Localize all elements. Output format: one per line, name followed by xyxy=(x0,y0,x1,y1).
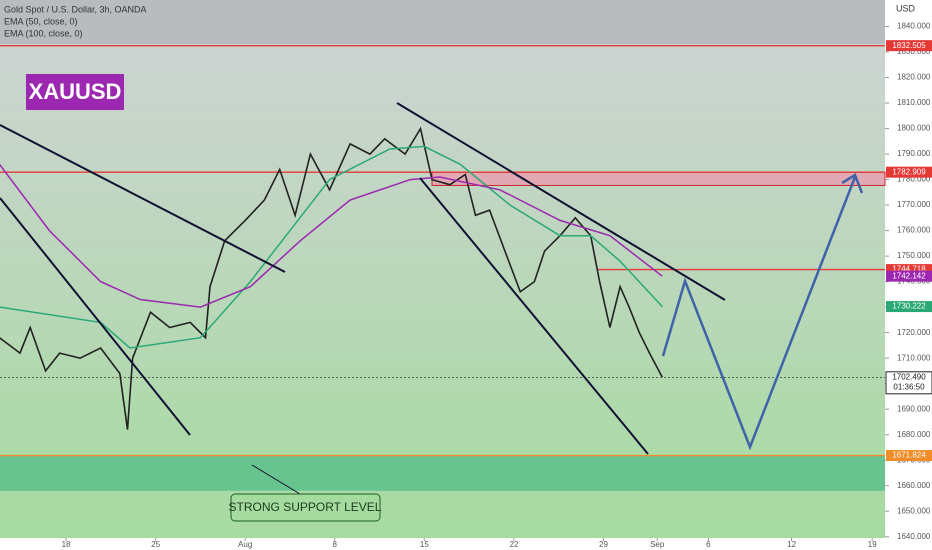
price-tag-label: 1832.505 xyxy=(892,41,926,50)
price-tag xyxy=(886,270,932,282)
price-tag-label: 1702.490 xyxy=(892,372,926,381)
y-tick-label: 1820.000 xyxy=(897,73,931,82)
trendline xyxy=(396,102,726,301)
y-tick-label: 1840.000 xyxy=(897,22,931,31)
countdown-label: 01:36:50 xyxy=(893,382,925,391)
price-tag xyxy=(886,40,932,52)
y-tick-label: 1750.000 xyxy=(897,251,931,260)
legend-ema50: EMA (50, close, 0) xyxy=(4,16,78,26)
price-tag-label: 1671.824 xyxy=(892,451,926,460)
trendline xyxy=(419,177,649,455)
x-tick-label: 22 xyxy=(509,540,518,549)
y-tick-label: 1800.000 xyxy=(897,124,931,133)
y-tick-label: 1720.000 xyxy=(897,328,931,337)
projection-arrow xyxy=(841,173,864,194)
time-axis xyxy=(0,538,885,550)
price-tag xyxy=(885,371,932,395)
annotation-box xyxy=(230,493,381,522)
x-tick-label: Aug xyxy=(238,540,252,549)
legend-ema100: EMA (100, close, 0) xyxy=(4,28,83,38)
symbol-badge xyxy=(26,74,124,110)
price-tag-label: 1730.222 xyxy=(892,302,926,311)
y-tick-label: 1810.000 xyxy=(897,98,931,107)
x-tick-label: 18 xyxy=(62,540,71,549)
y-tick-label: 1660.000 xyxy=(897,481,931,490)
y-tick-label: 1650.000 xyxy=(897,506,931,515)
y-tick-label: 1780.000 xyxy=(897,175,931,184)
trendlines xyxy=(0,102,726,495)
y-tick-label: 1760.000 xyxy=(897,226,931,235)
y-tick-label: 1640.000 xyxy=(897,532,931,541)
x-tick-label: Sep xyxy=(650,540,665,549)
ema-line xyxy=(0,163,663,308)
y-tick-label: 1710.000 xyxy=(897,353,931,362)
plot-layer xyxy=(0,44,886,491)
price-tag xyxy=(886,264,932,276)
price-tag xyxy=(886,166,932,178)
price-tag-label: 1782.909 xyxy=(892,167,926,176)
y-tick-label: 1680.000 xyxy=(897,430,931,439)
price-tag-label: 1742.142 xyxy=(892,271,926,280)
y-tick-label: 1790.000 xyxy=(897,149,931,158)
callout-line xyxy=(251,464,301,495)
ema-line xyxy=(0,145,663,349)
x-tick-label: 15 xyxy=(420,540,429,549)
y-tick-label: 1770.000 xyxy=(897,200,931,209)
x-tick-label: 12 xyxy=(787,540,796,549)
symbol-label: XAUUSD xyxy=(29,79,122,104)
zone xyxy=(0,455,885,491)
y-tick-label: 1830.000 xyxy=(897,47,931,56)
trendline xyxy=(0,197,191,436)
annotation-label: STRONG SUPPORT LEVEL xyxy=(229,500,382,514)
x-tick-label: 29 xyxy=(599,540,608,549)
x-tick-label: 6 xyxy=(706,540,711,549)
y-tick-label: 1690.000 xyxy=(897,404,931,413)
price-tag-label: 1744.718 xyxy=(892,265,926,274)
x-tick-label: 25 xyxy=(151,540,160,549)
header-band xyxy=(0,0,885,44)
currency-label: USD xyxy=(896,3,916,13)
chart-title: Gold Spot / U.S. Dollar, 3h, OANDA xyxy=(4,4,147,14)
x-tick-label: 8 xyxy=(333,540,338,549)
zone xyxy=(431,171,886,186)
price-tag xyxy=(886,301,932,313)
trendline xyxy=(0,124,286,273)
projection-path xyxy=(661,176,857,451)
price-tag xyxy=(886,450,932,462)
x-tick-label: 19 xyxy=(868,540,877,549)
